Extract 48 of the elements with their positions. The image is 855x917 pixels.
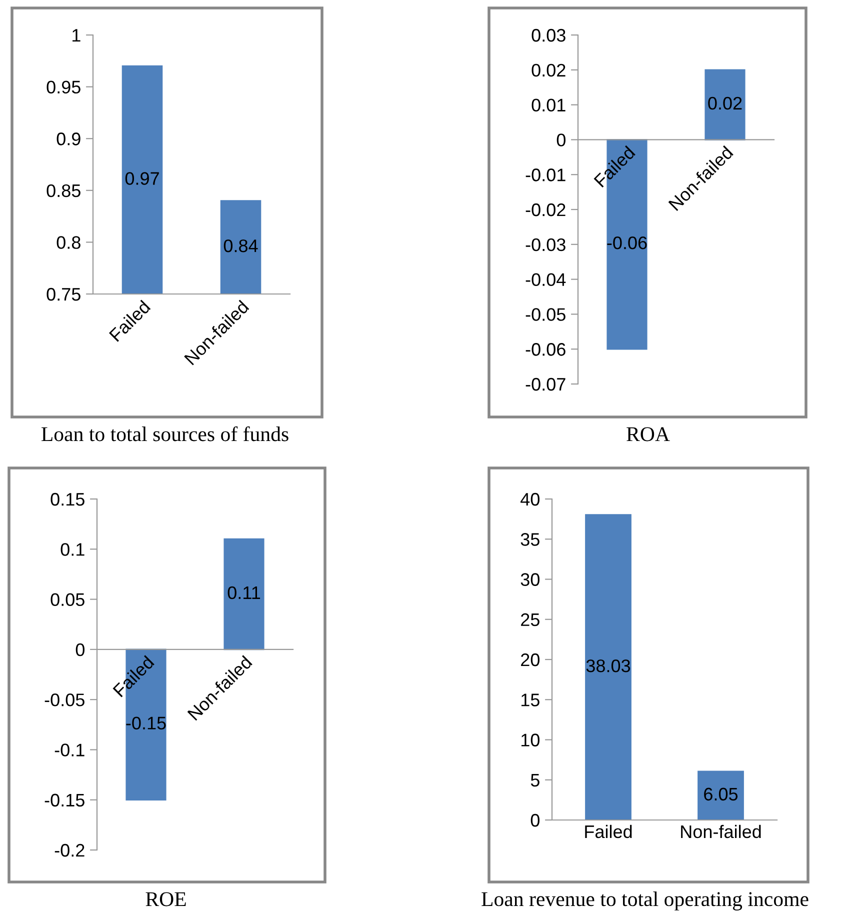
y-tick-label: 15 [521,694,540,706]
y-tick-label: 0.95 [46,80,80,94]
y-tick-label: 20 [521,653,540,666]
data-label: -0.06 [607,236,647,250]
y-tick-label: 35 [520,533,540,546]
data-label: -0.15 [126,716,166,730]
y-tick-label: 0 [556,134,566,146]
data-label: 38.03 [586,659,630,672]
y-tick-label: 10 [521,734,540,746]
y-tick-label: 0 [76,643,84,656]
y-tick-label: -0.1 [54,744,84,756]
y-tick-label: -0.05 [526,308,566,321]
x-tick-label: Failed [585,824,632,838]
text: Loan revenue to total operating income [482,892,808,910]
y-tick-label: 0 [530,814,540,827]
y-tick-label: 40 [520,492,540,506]
y-tick-label: -0.15 [44,794,84,807]
y-tick-label: 25 [521,613,540,626]
y-tick-label: 0.8 [56,236,80,249]
y-tick-label: 30 [520,573,540,586]
data-label: 0.84 [224,239,258,252]
y-tick-label: 0.15 [50,492,84,506]
data-label: 0.11 [228,586,260,600]
y-tick-label: 0.75 [46,288,80,301]
y-tick-label: 0.1 [60,543,84,556]
y-tick-label: 0.01 [532,98,566,112]
text: ROE [146,892,186,906]
y-tick-label: -0.07 [526,378,566,391]
y-tick-label: 0.05 [50,593,84,606]
text: Loan to total sources of funds [41,426,288,442]
data-label: 0.97 [125,172,159,185]
y-tick-label: -0.2 [54,844,84,857]
data-label: 0.02 [708,96,742,110]
y-tick-label: -0.02 [526,203,566,216]
y-tick-label: -0.05 [44,694,84,706]
y-tick-label: 0.02 [532,64,566,77]
y-tick-label: -0.03 [526,238,566,252]
y-tick-label: 0.85 [46,184,80,198]
text: ROA [626,427,670,442]
data-label: 6.05 [704,788,738,801]
y-tick-label: 0.9 [56,132,80,146]
y-tick-label: 1 [72,29,80,42]
y-tick-label: -0.04 [526,273,566,286]
y-tick-label: -0.01 [526,168,566,182]
y-tick-label: -0.06 [526,343,566,356]
y-tick-label: 5 [530,774,540,787]
y-tick-label: 0.03 [532,28,566,42]
x-tick-label: Non-failed [681,824,761,838]
